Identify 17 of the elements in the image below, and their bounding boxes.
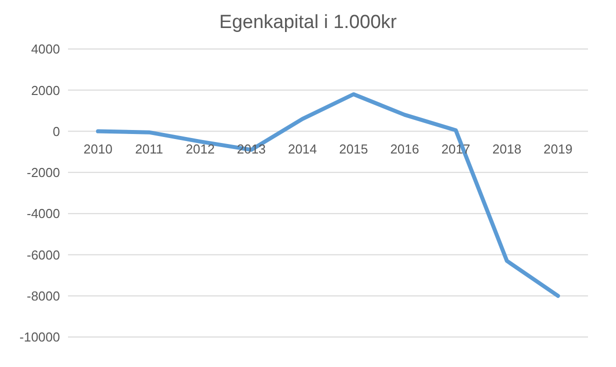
y-tick-label: -2000 <box>26 165 60 180</box>
x-tick-label: 2016 <box>390 141 420 156</box>
x-tick-label: 2019 <box>544 141 572 156</box>
y-tick-label: 2000 <box>31 82 60 98</box>
chart-title: Egenkapital i 1.000kr <box>218 11 398 34</box>
x-tick-label: 2010 <box>84 141 112 156</box>
y-tick-label: -10000 <box>20 330 60 345</box>
y-tick-label: 4000 <box>31 42 60 57</box>
y-tick-label: 0 <box>52 124 60 139</box>
x-tick-label: 2011 <box>135 141 164 156</box>
y-tick-label: -4000 <box>26 206 60 222</box>
x-tick-label: 2012 <box>186 141 215 156</box>
x-tick-label: 2018 <box>492 141 522 156</box>
y-tick-label: -6000 <box>26 247 60 262</box>
x-tick-label: 2014 <box>288 141 317 156</box>
x-tick-label: 2015 <box>339 141 368 156</box>
y-tick-label: -8000 <box>26 288 60 304</box>
